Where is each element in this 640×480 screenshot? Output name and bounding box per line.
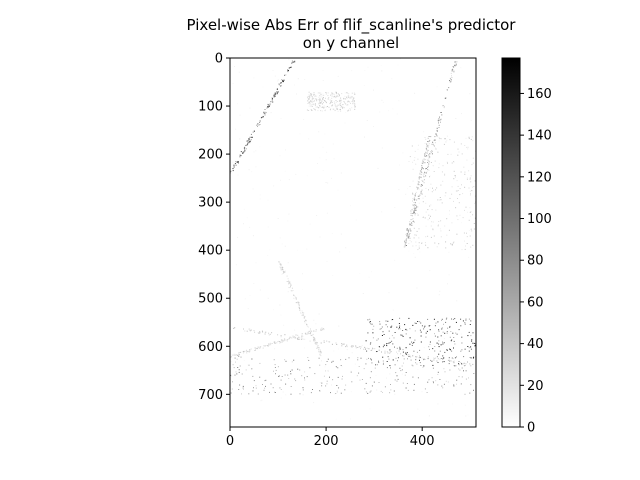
y-tick-label: 300	[198, 196, 223, 211]
error-feature-1	[404, 61, 458, 246]
colorbar-frame	[501, 57, 521, 428]
colorbar-tick-label: 80	[527, 254, 544, 269]
error-feature-2	[403, 136, 432, 248]
error-feature-9	[408, 135, 476, 251]
x-axis: 0 200 400	[226, 427, 435, 449]
plot-frame	[229, 57, 477, 428]
chart-title-line-1: Pixel-wise Abs Err of flif_scanline's pr…	[186, 16, 516, 34]
colorbar-tick-label: 120	[527, 170, 552, 185]
x-tick-label: 0	[226, 434, 234, 449]
colorbar-tick-label: 0	[527, 421, 535, 436]
heatmap-background	[230, 58, 476, 427]
chart-title: Pixel-wise Abs Err of flif_scanline's pr…	[187, 16, 516, 52]
y-tick-label: 400	[198, 244, 223, 259]
colorbar-tick-label: 20	[527, 379, 544, 394]
y-axis: 0 100 200 300 400 500 600 700	[198, 52, 230, 403]
colorbar-tick-label: 100	[527, 212, 552, 227]
y-tick-label: 500	[198, 292, 223, 307]
y-tick-label: 200	[198, 148, 223, 163]
colorbar-tick-label: 160	[527, 87, 552, 102]
y-tick-label: 100	[198, 100, 223, 115]
y-tick-label: 600	[198, 340, 223, 355]
error-feature-8	[306, 91, 356, 112]
heatmap-image	[230, 58, 476, 427]
colorbar-gradient	[502, 58, 520, 427]
colorbar-tick-label: 140	[527, 129, 552, 144]
x-tick-label: 400	[410, 434, 435, 449]
colorbar: 0 20 40 60 80 100 120 140 160	[501, 57, 552, 436]
error-feature-7	[230, 356, 476, 395]
colorbar-tick-label: 40	[527, 337, 544, 352]
y-tick-label: 0	[215, 52, 223, 67]
chart-title-line-2: on y channel	[302, 34, 400, 52]
error-feature-4	[278, 261, 322, 357]
error-feature-0	[230, 60, 296, 174]
x-tick-label: 200	[314, 434, 339, 449]
error-feature-6	[364, 317, 476, 367]
error-feature-10	[230, 58, 476, 424]
y-tick-label: 700	[198, 388, 223, 403]
colorbar-tick-label: 60	[527, 295, 544, 310]
